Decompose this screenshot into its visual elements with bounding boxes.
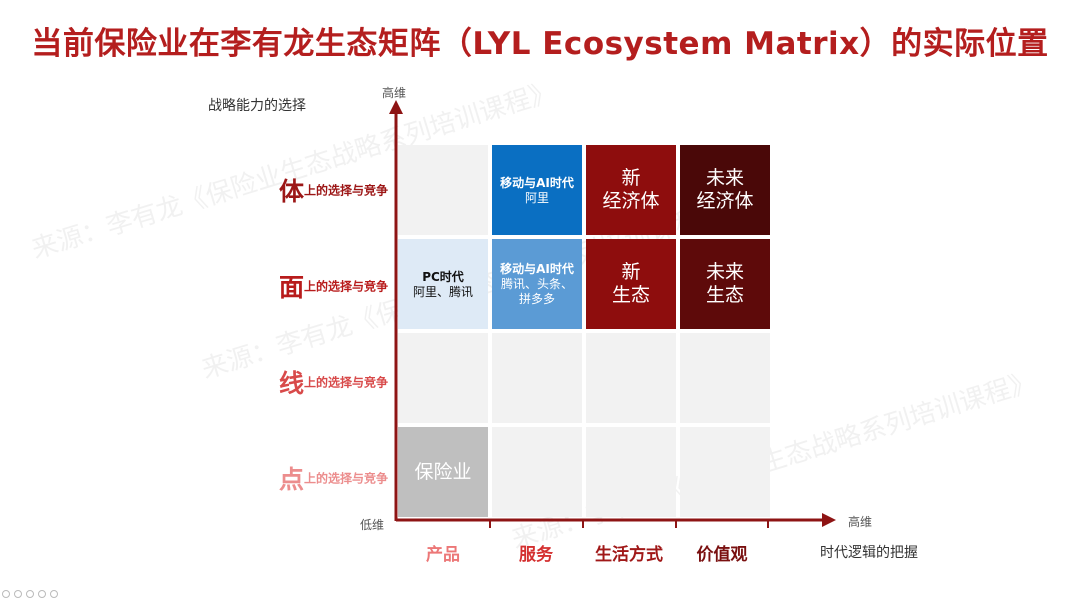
matrix-cell-r0c3: 未来 经济体 xyxy=(680,145,770,235)
row-label-sub: 上的选择与竞争 xyxy=(303,183,388,198)
row-label-sub: 上的选择与竞争 xyxy=(303,375,388,390)
matrix-cell-r1c2: 新 生态 xyxy=(586,239,676,329)
row-label-xian: 线上的选择与竞争 xyxy=(258,364,388,398)
page-title: 当前保险业在李有龙生态矩阵（LYL Ecosystem Matrix）的实际位置 xyxy=(31,26,1049,62)
pager-dot[interactable] xyxy=(26,590,34,598)
matrix-cell-r1c0: PC时代 阿里、腾讯 xyxy=(398,239,488,329)
cell-heading: 移动与AI时代 xyxy=(500,175,574,190)
y-axis-title: 战略能力的选择 xyxy=(208,98,306,114)
row-label-big: 点 xyxy=(278,465,304,494)
matrix-cell-r2c2 xyxy=(586,333,676,423)
matrix-cell-r3c0: 保险业 xyxy=(398,427,488,517)
cell-text: 新 经济体 xyxy=(602,167,660,212)
matrix-cell-r2c0 xyxy=(398,333,488,423)
row-label-mian: 面上的选择与竞争 xyxy=(258,268,388,302)
cell-text: 未来 生态 xyxy=(705,261,744,306)
matrix-cell-r0c2: 新 经济体 xyxy=(586,145,676,235)
column-label-values: 价值观 xyxy=(696,545,748,565)
y-axis-arrow xyxy=(389,100,403,114)
row-label-big: 体 xyxy=(278,177,304,206)
row-label-ti: 体上的选择与竞争 xyxy=(258,172,388,206)
cell-body: 阿里、腾讯 xyxy=(412,284,473,299)
cell-heading: PC时代 xyxy=(422,269,464,284)
cell-body: 阿里 xyxy=(524,190,549,205)
x-axis-title: 时代逻辑的把握 xyxy=(820,545,918,561)
cell-text: 未来 经济体 xyxy=(696,167,754,212)
column-label-product: 产品 xyxy=(426,545,460,565)
row-label-dian: 点上的选择与竞争 xyxy=(258,460,388,494)
cell-body: 腾讯、头条、 拼多多 xyxy=(500,277,573,306)
matrix-cell-r1c1: 移动与AI时代 腾讯、头条、 拼多多 xyxy=(492,239,582,329)
matrix-cell-r0c1: 移动与AI时代 阿里 xyxy=(492,145,582,235)
matrix-cell-r0c0 xyxy=(398,145,488,235)
matrix-cell-r2c3 xyxy=(680,333,770,423)
slide-pager[interactable] xyxy=(2,590,58,598)
row-label-sub: 上的选择与竞争 xyxy=(303,471,388,486)
pager-dot[interactable] xyxy=(50,590,58,598)
y-axis-high-label: 高维 xyxy=(382,86,407,100)
matrix-cell-r3c2 xyxy=(586,427,676,517)
pager-dot[interactable] xyxy=(2,590,10,598)
column-label-service: 服务 xyxy=(519,545,553,565)
matrix-cell-r3c1 xyxy=(492,427,582,517)
pager-dot[interactable] xyxy=(14,590,22,598)
row-label-sub: 上的选择与竞争 xyxy=(303,279,388,294)
column-label-lifestyle: 生活方式 xyxy=(595,545,663,565)
cell-heading: 移动与AI时代 xyxy=(500,262,574,276)
x-axis-high-label: 高维 xyxy=(848,515,873,529)
matrix-cell-r1c3: 未来 生态 xyxy=(680,239,770,329)
row-label-big: 面 xyxy=(278,273,304,302)
y-axis-low-label: 低维 xyxy=(360,518,385,532)
matrix-cell-r3c3 xyxy=(680,427,770,517)
cell-text: 新 生态 xyxy=(611,261,650,306)
cell-text: 保险业 xyxy=(414,460,472,483)
row-label-big: 线 xyxy=(278,369,304,398)
x-axis-arrow xyxy=(822,513,836,527)
matrix-cell-r2c1 xyxy=(492,333,582,423)
pager-dot[interactable] xyxy=(38,590,46,598)
